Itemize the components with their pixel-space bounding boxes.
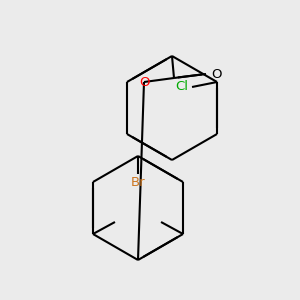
Text: Br: Br bbox=[131, 176, 145, 188]
Text: O: O bbox=[211, 68, 221, 80]
Text: O: O bbox=[139, 76, 149, 88]
Text: Cl: Cl bbox=[176, 80, 188, 94]
